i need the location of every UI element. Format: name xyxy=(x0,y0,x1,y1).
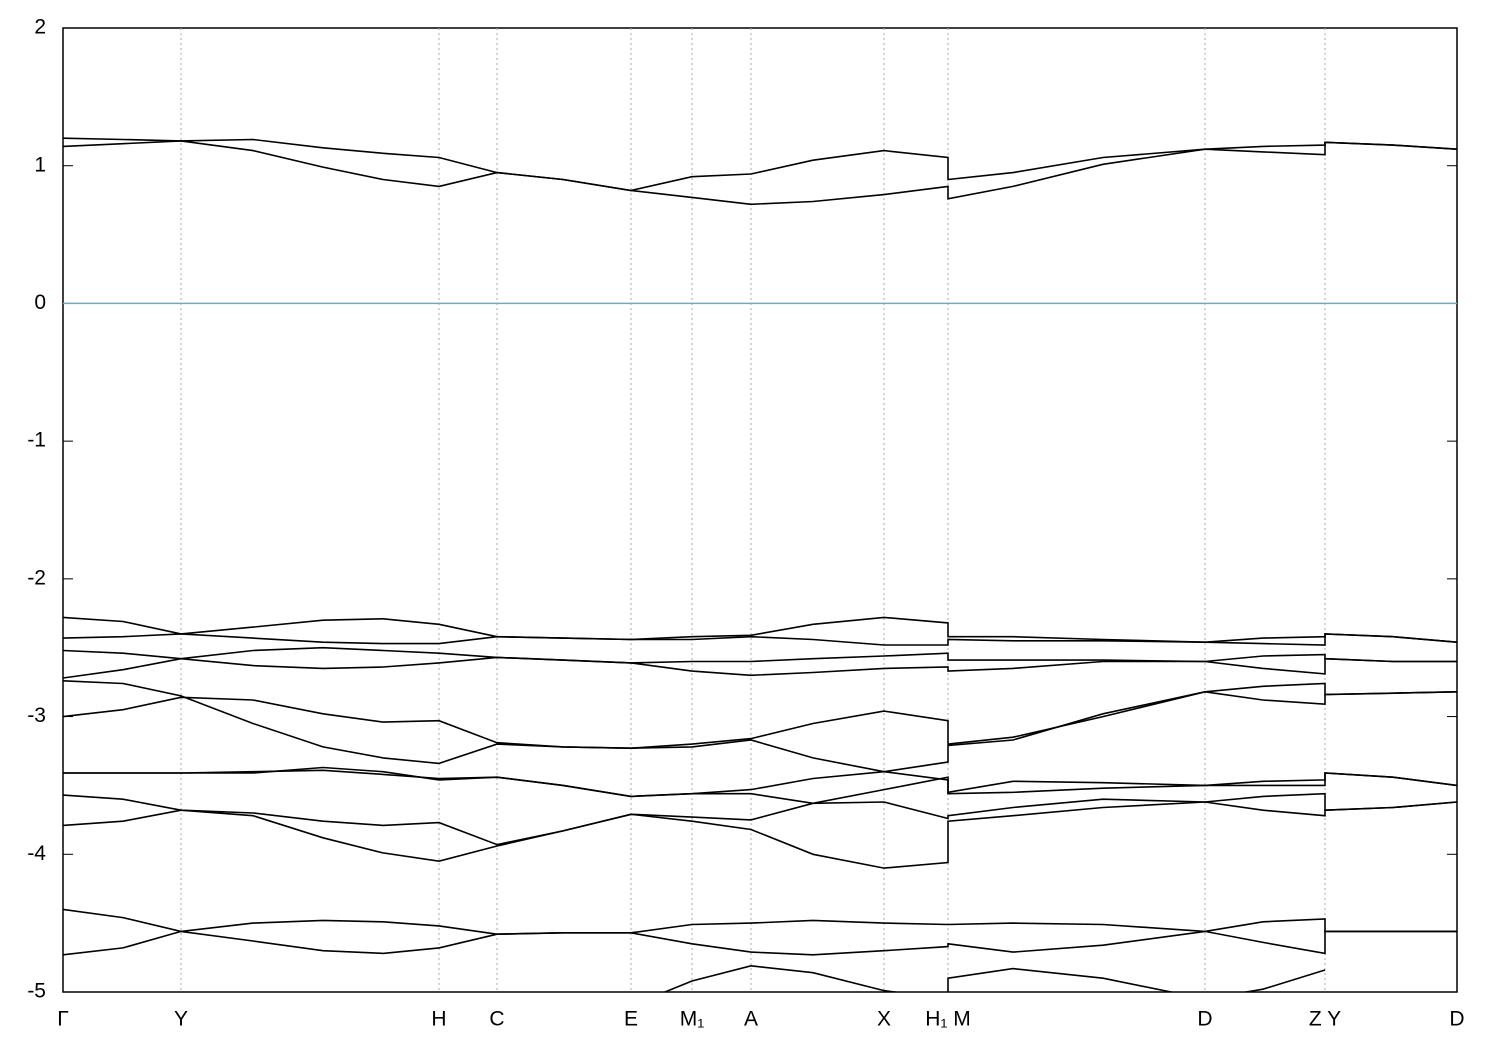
plot-frame xyxy=(62,27,1458,993)
band-line xyxy=(63,616,1457,644)
y-tick-label: -3 xyxy=(27,704,46,727)
x-tick-label: H₁ M xyxy=(925,1008,971,1031)
band-line xyxy=(662,964,1326,992)
band-line xyxy=(63,633,1457,646)
band-line xyxy=(63,646,1457,664)
band-line xyxy=(63,656,1457,679)
x-tick-label: H xyxy=(431,1008,446,1031)
band-line xyxy=(63,769,1457,805)
x-tick-label: D xyxy=(1197,1008,1212,1031)
band-line xyxy=(63,140,1457,206)
band-line xyxy=(63,930,1457,956)
band-line xyxy=(63,690,1457,773)
y-tick-label: -5 xyxy=(27,980,46,1003)
band-line xyxy=(63,766,1457,798)
band-line xyxy=(63,908,1457,936)
x-tick-label: D xyxy=(1449,1008,1464,1031)
x-tick-label: E xyxy=(624,1008,638,1031)
x-tick-label: C xyxy=(489,1008,504,1031)
band-line xyxy=(63,137,1457,192)
y-tick-label: -2 xyxy=(27,566,46,589)
y-tick-label: 1 xyxy=(34,153,46,176)
band-line xyxy=(63,680,1457,765)
x-tick-label: A xyxy=(744,1008,758,1031)
x-tick-label: M₁ xyxy=(680,1008,705,1031)
y-tick-label: 2 xyxy=(34,16,46,39)
x-tick-label: Z Y xyxy=(1309,1008,1341,1031)
y-tick-label: 0 xyxy=(34,291,46,314)
x-tick-label: Γ xyxy=(57,1008,69,1031)
y-tick-label: -1 xyxy=(27,429,46,452)
x-tick-label: Y xyxy=(174,1008,188,1031)
band-line xyxy=(63,801,1457,869)
band-line xyxy=(63,792,1457,846)
y-tick-label: -4 xyxy=(27,842,46,865)
x-tick-label: X xyxy=(877,1008,891,1031)
